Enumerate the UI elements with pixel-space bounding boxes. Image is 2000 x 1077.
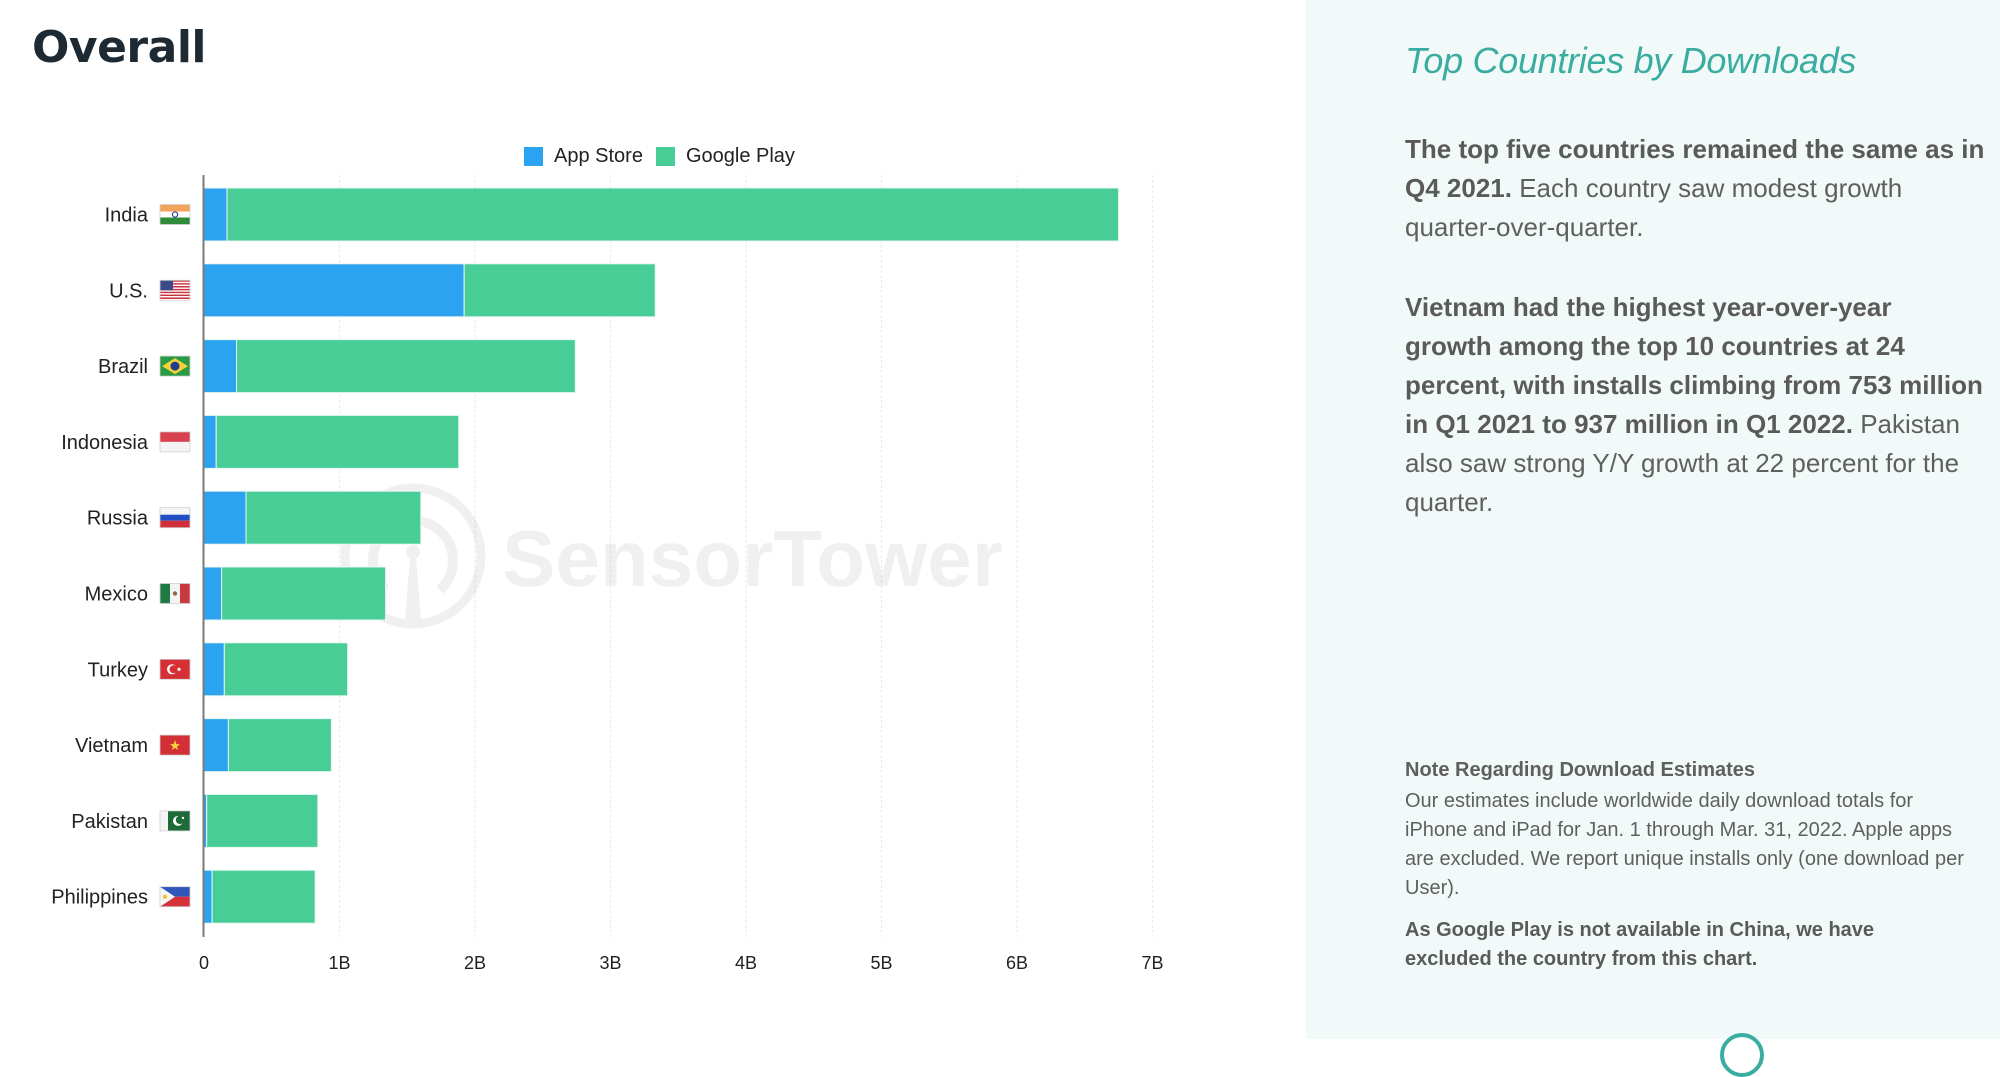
paragraph-top-five: The top five countries remained the same… [1405,130,1985,247]
flag-pakistan-icon [159,810,191,832]
flag-russia-icon [159,507,191,529]
x-tick-label: 2B [464,953,486,973]
watermark-dot-icon [406,545,420,559]
bar-app-store-indonesia[interactable] [203,414,217,469]
circle-icon [1720,1033,1764,1077]
legend-label-google-play: Google Play [685,145,795,167]
category-label: Indonesia [61,432,149,454]
watermark-mast-icon [405,556,421,620]
paragraph-vietnam-rest: Pakistan also saw strong Y/Y growth at 2… [1405,409,1960,517]
bar-google-play-brazil[interactable] [236,339,576,394]
category-label: Russia [87,508,149,530]
bar-google-play-pakistan[interactable] [206,793,319,848]
bar-app-store-india[interactable] [203,187,228,242]
bar-app-store-turkey[interactable] [203,642,225,697]
bar-app-store-mexico[interactable] [203,566,223,621]
category-label: Vietnam [75,735,148,757]
paragraph-top-five-bold: The top five countries remained the same… [1405,134,1985,203]
category-label: Pakistan [71,811,148,833]
x-axis-ticks: 0 1B 2B 3B 4B 5B 6B 7B [199,953,1164,973]
panel-title: Top Countries by Downloads [1405,40,1857,81]
insight-panel: Top Countries by Downloads The top five … [1306,0,2000,1077]
bar-google-play-turkey[interactable] [223,642,349,697]
bar-google-play-india[interactable] [226,187,1120,242]
flag-philippines-icon [159,886,191,908]
watermark: SensorTower [340,483,1003,629]
bar-app-store-vietnam[interactable] [203,718,229,773]
watermark-text: SensorTower [502,514,1003,603]
category-label: India [105,205,149,227]
x-tick-label: 0 [199,953,209,973]
x-tick-label: 3B [599,953,621,973]
note-title: Note Regarding Download Estimates [1405,759,1756,781]
category-label: Mexico [85,584,148,606]
flags [159,204,191,908]
category-label: Turkey [88,659,148,681]
x-tick-label: 5B [870,953,892,973]
flag-us-icon [159,279,191,301]
legend-item-google-play[interactable]: Google Play [655,145,795,168]
watermark-ring-icon [340,483,486,629]
bar-app-store-philippines[interactable] [203,869,213,924]
bar-app-store-russia[interactable] [203,490,247,545]
x-tick-label: 6B [1006,953,1028,973]
category-label: U.S. [109,280,148,302]
bar-google-play-indonesia[interactable] [215,414,460,469]
bars [203,187,1120,924]
chart-legend: App Store Google Play [524,145,808,168]
x-tick-label: 1B [328,953,350,973]
bar-google-play-philippines[interactable] [211,869,316,924]
flag-turkey-icon [159,658,191,680]
paragraph-vietnam: Vietnam had the highest year-over-year g… [1405,288,1985,522]
bar-google-play-us[interactable] [463,263,656,318]
category-labels: India U.S. Brazil Indonesia Russia Mexico Turk… [51,205,149,909]
legend-item-app-store[interactable]: App Store [524,145,643,168]
legend-label-app-store: App Store [554,145,643,167]
bar-google-play-mexico[interactable] [221,566,387,621]
bar-google-play-vietnam[interactable] [227,718,332,773]
paragraph-top-five-rest: Each country saw modest growth quarter-o… [1405,173,1903,242]
flag-indonesia-icon [159,431,191,453]
note-body: Our estimates include worldwide daily do… [1405,790,1964,899]
paragraph-vietnam-bold: Vietnam had the highest year-over-year g… [1405,292,1983,439]
page-title: Overall [32,22,206,73]
legend-swatch-app-store [524,147,543,166]
bar-google-play-russia[interactable] [245,490,422,545]
flag-mexico-icon [159,583,191,604]
flag-vietnam-icon [159,734,191,756]
x-tick-label: 7B [1141,953,1163,973]
flag-brazil-icon [159,355,191,377]
bar-app-store-us[interactable] [203,263,465,318]
x-tick-label: 4B [735,953,757,973]
category-label: Brazil [98,356,148,378]
legend-swatch-google-play [655,147,675,166]
bar-app-store-brazil[interactable] [203,339,238,394]
flag-india-icon [159,204,191,225]
note-china: As Google Play is not available in China… [1405,919,1875,970]
bar-chart: SensorTower India U.S. Brazil Indonesia Russ… [51,175,1164,973]
category-label: Philippines [51,887,148,909]
